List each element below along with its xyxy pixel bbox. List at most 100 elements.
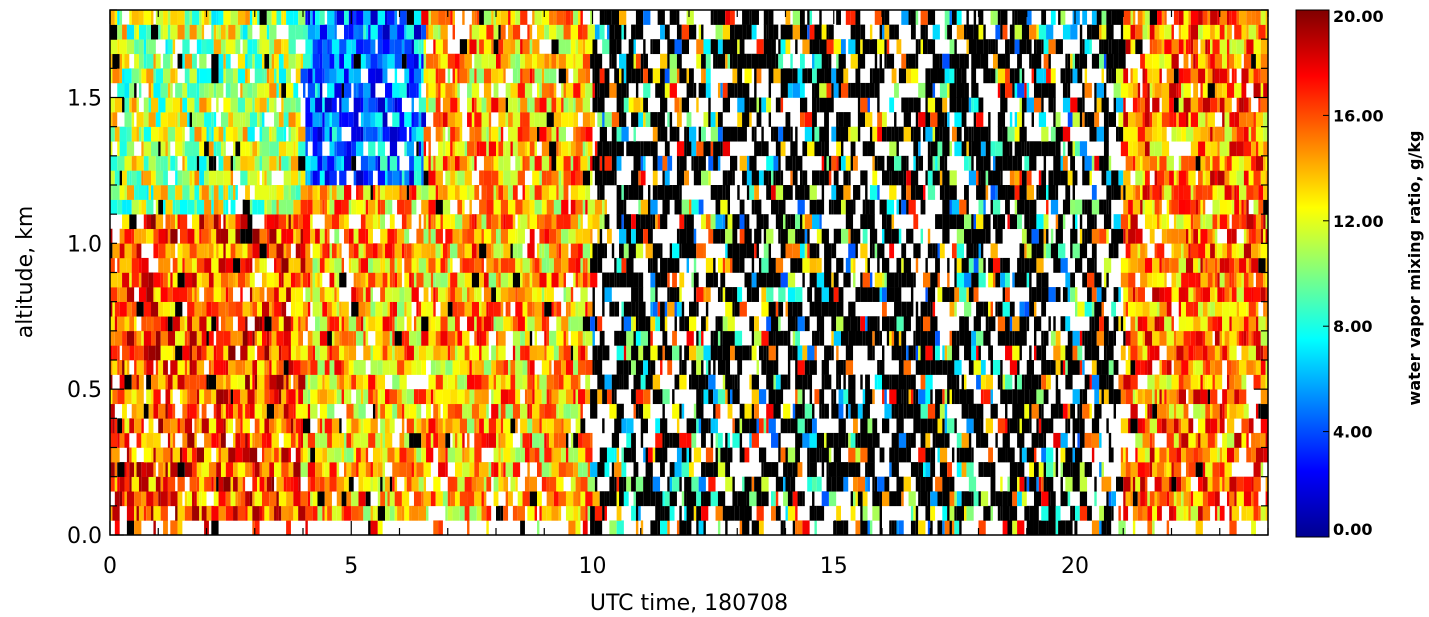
heatmap-cell <box>643 389 651 405</box>
heatmap-cell <box>730 389 733 405</box>
heatmap-cell <box>1108 389 1114 405</box>
heatmap-cell <box>976 374 981 390</box>
heatmap-cell <box>1222 432 1227 448</box>
heatmap-cell <box>763 345 767 361</box>
heatmap-cell <box>616 403 624 419</box>
heatmap-cell <box>580 403 583 419</box>
heatmap-cell <box>655 505 661 521</box>
heatmap-cell <box>213 491 219 507</box>
heatmap-cell <box>254 491 262 507</box>
heatmap-cell <box>389 360 398 375</box>
heatmap-cell <box>930 316 938 332</box>
heatmap-cell <box>194 228 197 244</box>
heatmap-cell <box>930 447 936 463</box>
heatmap-cell <box>365 491 371 507</box>
heatmap-cell <box>358 491 366 507</box>
heatmap-cell <box>151 330 156 346</box>
heatmap-cell <box>353 330 357 346</box>
heatmap-cell <box>768 418 776 434</box>
heatmap-cell <box>1043 389 1049 405</box>
heatmap-cell <box>406 301 412 317</box>
heatmap-cell <box>399 287 405 302</box>
heatmap-cell <box>110 432 118 448</box>
heatmap-cell <box>1212 462 1220 477</box>
heatmap-cell <box>705 257 714 273</box>
heatmap-cell <box>1198 447 1203 463</box>
heatmap-cell <box>968 476 977 492</box>
heatmap-cell <box>1185 199 1191 215</box>
heatmap-cell <box>1087 228 1092 244</box>
heatmap-cell <box>763 170 769 186</box>
heatmap-cell <box>1239 185 1247 200</box>
heatmap-cell <box>551 155 557 171</box>
heatmap-cell <box>546 316 550 332</box>
heatmap-cell <box>1173 505 1177 521</box>
heatmap-cell <box>278 389 282 405</box>
heatmap-cell <box>201 418 209 434</box>
heatmap-cell <box>295 418 301 434</box>
heatmap-cell <box>778 199 786 215</box>
heatmap-cell <box>153 243 159 259</box>
heatmap-cell <box>401 491 410 507</box>
heatmap-cell <box>949 491 955 507</box>
heatmap-cell <box>136 505 139 521</box>
heatmap-cell <box>245 462 250 477</box>
heatmap-cell <box>454 462 463 477</box>
heatmap-cell <box>1000 360 1003 375</box>
heatmap-cell <box>1002 155 1008 171</box>
heatmap-cell <box>389 272 393 288</box>
heatmap-cell <box>110 287 118 302</box>
heatmap-cell <box>339 330 342 346</box>
heatmap-cell <box>389 316 393 332</box>
heatmap-cell <box>1002 432 1010 448</box>
heatmap-cell <box>915 316 921 332</box>
heatmap-cell <box>134 491 142 507</box>
heatmap-cell <box>278 287 287 302</box>
heatmap-cell <box>385 185 393 200</box>
heatmap-cell <box>254 330 258 346</box>
heatmap-cell <box>1050 243 1059 259</box>
heatmap-cell <box>1200 403 1206 419</box>
heatmap-cell <box>1012 155 1018 171</box>
heatmap-cell <box>527 360 530 375</box>
heatmap-cell <box>177 243 183 259</box>
heatmap-cell <box>1024 243 1027 259</box>
heatmap-cell <box>1108 360 1114 375</box>
heatmap-cell <box>1123 374 1131 390</box>
heatmap-cell <box>459 185 468 200</box>
heatmap-cell <box>1144 243 1148 259</box>
heatmap-cell <box>819 447 822 463</box>
heatmap-cell <box>274 301 282 317</box>
heatmap-cell <box>435 287 439 302</box>
heatmap-cell <box>496 374 501 390</box>
heatmap-cell <box>1012 330 1015 346</box>
heatmap-cell <box>1043 155 1047 171</box>
heatmap-cell <box>175 141 183 157</box>
heatmap-cell <box>274 287 279 302</box>
heatmap-cell <box>1198 272 1201 288</box>
heatmap-cell <box>799 243 805 259</box>
heatmap-cell <box>278 199 287 215</box>
heatmap-cell <box>964 228 972 244</box>
heatmap-cell <box>430 155 434 171</box>
heatmap-cell <box>146 432 154 448</box>
heatmap-cell <box>122 418 125 434</box>
heatmap-cell <box>356 447 361 463</box>
heatmap-cell <box>126 141 135 157</box>
heatmap-cell <box>1142 316 1148 332</box>
heatmap-cell <box>208 374 217 390</box>
heatmap-cell <box>1142 418 1145 434</box>
heatmap-cell <box>563 155 571 171</box>
heatmap-cell <box>360 418 364 434</box>
heatmap-cell <box>614 476 617 492</box>
heatmap-cell <box>886 287 895 302</box>
heatmap-cell <box>1178 316 1186 332</box>
heatmap-cell <box>927 491 931 507</box>
heatmap-cell <box>1142 185 1148 200</box>
heatmap-cell <box>467 316 475 332</box>
heatmap-cell <box>503 316 511 332</box>
heatmap-cell <box>496 432 499 448</box>
heatmap-cell <box>341 389 345 405</box>
heatmap-cell <box>722 505 731 521</box>
heatmap-cell <box>602 301 605 317</box>
